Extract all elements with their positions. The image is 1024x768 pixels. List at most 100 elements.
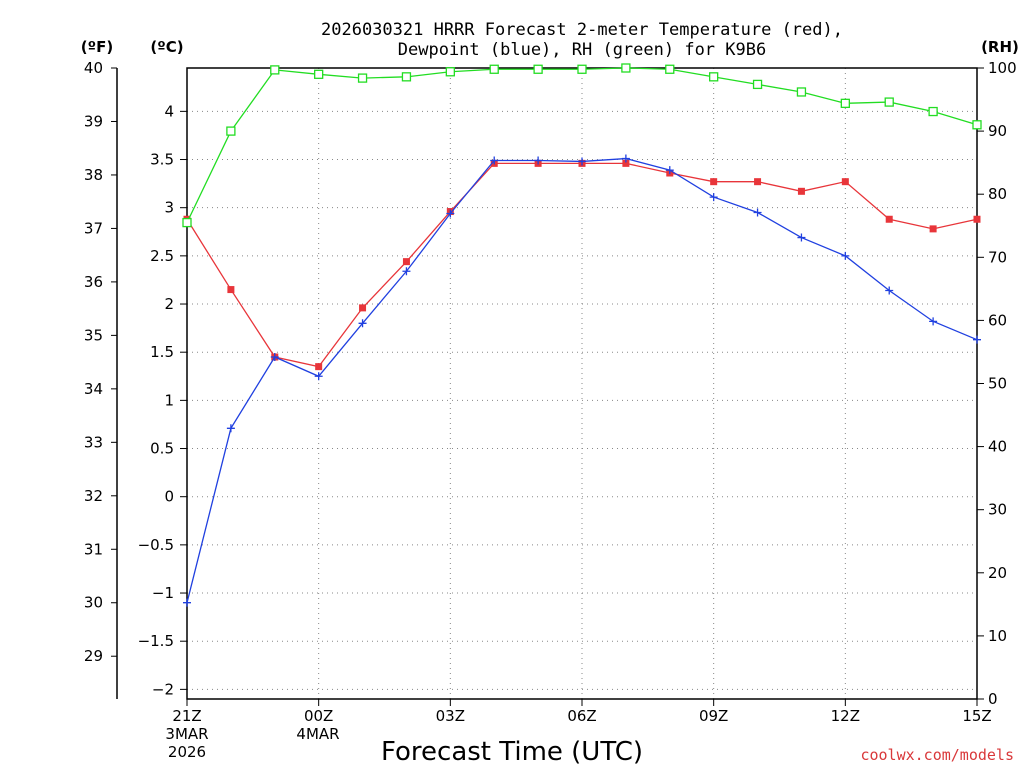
rh-point: [884, 97, 894, 107]
dewpoint-point: [578, 157, 586, 166]
temperature-point: [754, 178, 762, 186]
dewpoint-point: [973, 335, 981, 344]
rh-tick-label: 60: [988, 311, 1007, 329]
rh-point: [752, 79, 763, 90]
temperature-point: [885, 215, 893, 223]
c-tick-label: 0: [164, 488, 174, 506]
temperature-point: [359, 304, 367, 312]
dewpoint-point: [490, 156, 499, 165]
temperature-point: [622, 159, 630, 167]
rh-point: [182, 217, 192, 228]
dewpoint-point: [314, 372, 323, 381]
rh-tick-label: 40: [988, 438, 1007, 456]
rh-tick-label: 0: [988, 690, 998, 708]
c-tick-label: 3: [164, 199, 174, 217]
f-tick-label: 32: [84, 487, 103, 505]
f-tick-label: 38: [84, 166, 103, 184]
temperature-point: [402, 258, 410, 266]
dewpoint-point: [446, 209, 455, 218]
temperature-point: [710, 178, 718, 186]
c-tick-label: 2: [164, 295, 174, 313]
rh-tick-label: 50: [988, 375, 1007, 393]
date-label-2026: 2026: [168, 743, 206, 761]
rh-point: [928, 106, 938, 117]
dewpoint-point: [797, 233, 806, 242]
x-axis-title: Forecast Time (UTC): [381, 737, 643, 767]
rh-point: [577, 64, 587, 74]
c-tick-label: 1: [164, 391, 174, 409]
rh-point: [533, 64, 543, 74]
x-tick-label: 06Z: [567, 707, 596, 725]
c-tick-label: 0.5: [150, 440, 174, 458]
unit-rh-label: (RH): [981, 38, 1019, 56]
rh-tick-label: 10: [988, 627, 1007, 645]
x-tick-label: 00Z: [304, 707, 333, 725]
f-tick-label: 39: [84, 112, 103, 130]
rh-point: [445, 67, 455, 77]
unit-fahrenheit-label: (ºF): [81, 38, 113, 56]
rh-point: [665, 64, 675, 74]
dewpoint-point: [665, 166, 674, 175]
dewpoint-point: [929, 317, 938, 326]
f-tick-label: 37: [84, 219, 103, 237]
dewpoint-point: [841, 251, 850, 260]
dewpoint-point: [270, 353, 279, 362]
rh-tick-label: 70: [988, 248, 1007, 266]
f-tick-label: 36: [84, 273, 103, 291]
f-tick-label: 40: [84, 59, 103, 77]
dewpoint-point: [885, 286, 894, 295]
f-tick-label: 29: [84, 647, 103, 665]
dewpoint-point: [402, 267, 411, 276]
c-tick-label: −1: [152, 584, 174, 602]
rh-point: [621, 63, 631, 73]
rh-point: [401, 72, 412, 82]
credit-text: coolwx.com/models: [860, 746, 1014, 764]
dewpoint-point: [358, 319, 367, 328]
f-tick-label: 34: [84, 380, 103, 398]
f-tick-label: 33: [84, 433, 103, 451]
data-series: [182, 63, 982, 607]
chart-title-line1: 2026030321 HRRR Forecast 2-meter Tempera…: [321, 20, 843, 40]
x-tick-label: 15Z: [962, 707, 991, 725]
rh-point: [840, 98, 850, 108]
axes: 293031323334353637383940−2−1.5−1−0.500.5…: [84, 59, 1017, 708]
temperature-point: [315, 363, 323, 371]
rh-tick-label: 80: [988, 185, 1007, 203]
dewpoint-line: [186, 157, 978, 603]
f-tick-label: 30: [84, 594, 103, 612]
dewpoint-point: [621, 154, 630, 163]
c-tick-label: 2.5: [150, 247, 174, 265]
rh-line: [186, 67, 978, 223]
x-axis-ticks: 21Z 00Z 03Z 06Z 09Z 12Z 15Z: [172, 699, 992, 725]
c-tick-label: 3.5: [150, 151, 174, 169]
unit-celsius-label: (ºC): [150, 38, 183, 56]
rh-tick-label: 20: [988, 564, 1007, 582]
c-tick-label: −0.5: [138, 536, 174, 554]
x-tick-label: 03Z: [436, 707, 465, 725]
f-tick-label: 35: [84, 326, 103, 344]
rh-point: [796, 87, 807, 97]
c-tick-label: 4: [164, 102, 174, 120]
x-tick-label: 12Z: [831, 707, 860, 725]
rh-tick-label: 100: [988, 59, 1017, 77]
x-tick-label: 09Z: [699, 707, 728, 725]
rh-point: [226, 126, 236, 136]
date-label-3mar: 3MAR: [165, 725, 208, 743]
rh-point: [489, 64, 499, 74]
temperature-point: [227, 286, 235, 294]
dewpoint-point: [709, 193, 718, 202]
rh-point: [270, 65, 280, 75]
dewpoint-point: [183, 598, 191, 607]
c-tick-label: 1.5: [150, 343, 174, 361]
dewpoint-point: [534, 156, 543, 165]
date-label-4mar: 4MAR: [296, 725, 339, 743]
rh-tick-label: 30: [988, 501, 1007, 519]
c-tick-label: −1.5: [138, 632, 174, 650]
rh-point: [972, 120, 982, 130]
chart-title-line2: Dewpoint (blue), RH (green) for K9B6: [398, 40, 766, 60]
rh-tick-label: 90: [988, 122, 1007, 140]
f-tick-label: 31: [84, 540, 103, 558]
temperature-point: [973, 215, 981, 223]
rh-point: [357, 73, 368, 83]
